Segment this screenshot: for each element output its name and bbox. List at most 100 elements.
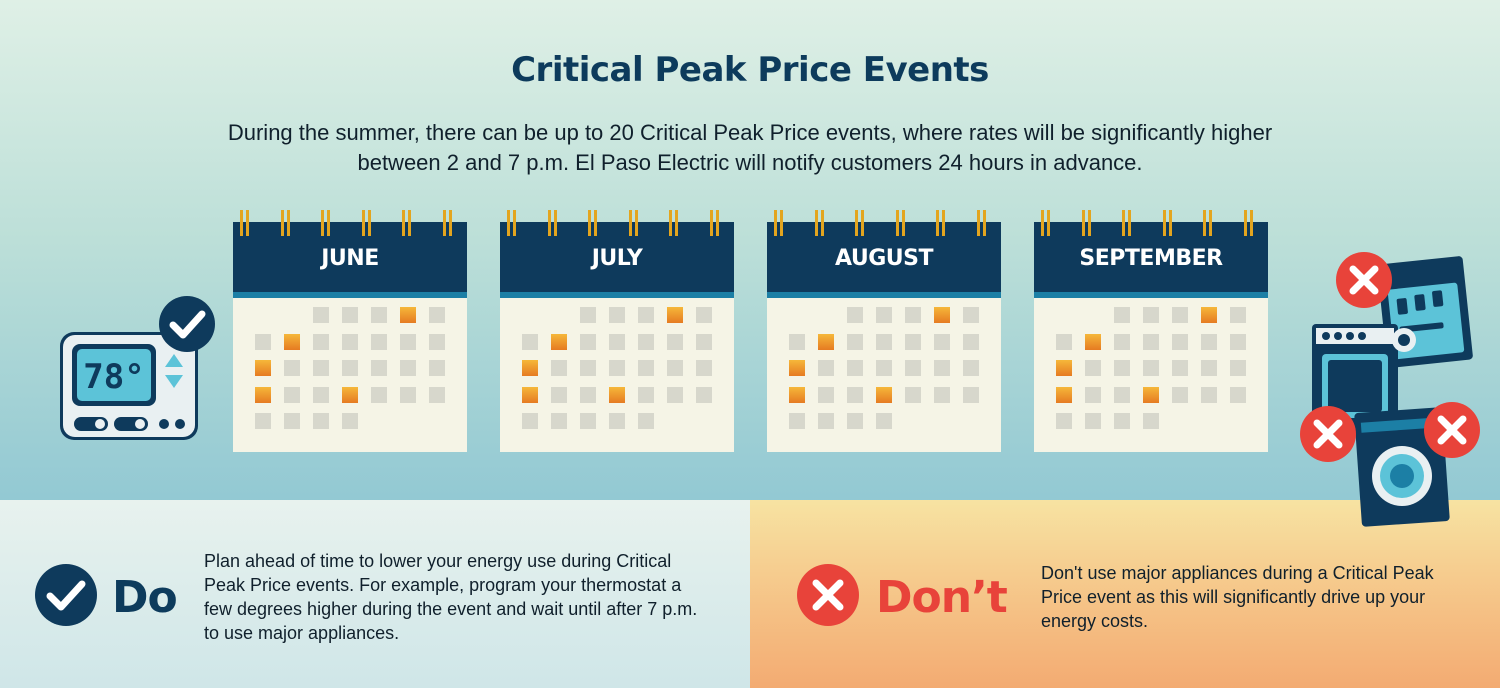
calendar-day [580, 333, 596, 350]
event-day [818, 333, 834, 350]
calendar-day [400, 360, 416, 376]
event-day [342, 386, 358, 403]
calendar-month: JULY [591, 246, 643, 271]
calendar-august: AUGUST [767, 210, 1001, 452]
event-day [255, 360, 271, 376]
calendar-month: JUNE [321, 246, 379, 271]
calendar-day [313, 413, 329, 429]
x-badge-icon [1424, 402, 1480, 458]
calendar-day [667, 333, 683, 350]
calendar-day [1201, 386, 1217, 403]
calendar-day [609, 333, 625, 350]
calendar-day [1143, 360, 1159, 376]
binder-ring [361, 210, 371, 236]
binder-ring [240, 210, 249, 236]
calendar-day [342, 360, 358, 376]
calendar-day [847, 413, 863, 429]
calendar-day [284, 360, 300, 376]
calendar-day [847, 333, 863, 350]
calendar-day [255, 333, 271, 350]
binder-ring [855, 210, 864, 236]
calendar-day [905, 307, 921, 323]
calendar-day [371, 386, 387, 403]
calendar-day [371, 333, 387, 350]
calendar-day [1201, 333, 1217, 350]
calendar-day [963, 386, 979, 403]
binder-ring [547, 210, 557, 236]
calendar-day [847, 386, 863, 403]
dont-panel [750, 500, 1500, 688]
dont-text: Don't use major appliances during a Crit… [1041, 563, 1434, 631]
calendar-day [313, 333, 329, 350]
do-panel [0, 500, 750, 688]
calendar-day [1172, 307, 1188, 323]
binder-ring [895, 210, 905, 236]
calendar-day [638, 360, 654, 376]
calendar-day [580, 386, 596, 403]
calendar-day [1230, 360, 1246, 376]
calendar-day [934, 360, 950, 376]
calendar-day [1172, 360, 1188, 376]
page-title: Critical Peak Price Events [511, 50, 989, 90]
calendar-day [580, 360, 596, 376]
x-badge-icon [1336, 252, 1392, 308]
calendar-day [522, 333, 538, 350]
event-day [400, 307, 416, 323]
event-day [789, 386, 805, 403]
calendar-day [1172, 386, 1188, 403]
calendar-day [255, 413, 271, 429]
binder-ring [1162, 210, 1172, 236]
calendar-grid [233, 298, 467, 452]
binder-ring [588, 210, 597, 236]
calendar-day [400, 386, 416, 403]
calendar-day [342, 333, 358, 350]
oven-icon [1312, 324, 1416, 428]
calendar-day [818, 386, 834, 403]
calendar-september: SEPTEMBER [1034, 210, 1268, 452]
event-day [1056, 360, 1072, 376]
calendar-day [905, 360, 921, 376]
binder-ring [628, 210, 638, 236]
calendar-day [1114, 333, 1130, 350]
event-day [934, 307, 950, 323]
calendar-day [696, 386, 712, 403]
calendar-day [963, 360, 979, 376]
calendar-day [1085, 386, 1101, 403]
binder-ring [1122, 210, 1131, 236]
event-day [876, 386, 892, 403]
binder-ring [976, 210, 986, 236]
calendar-day [1143, 413, 1159, 429]
calendar-day [1085, 360, 1101, 376]
calendar-day [847, 307, 863, 323]
calendar-header [767, 222, 1001, 298]
calendar-day [313, 386, 329, 403]
calendar-day [638, 333, 654, 350]
calendar-day [371, 360, 387, 376]
calendar-day [1056, 333, 1072, 350]
calendar-day [429, 386, 445, 403]
calendar-day [876, 413, 892, 429]
calendar-day [667, 386, 683, 403]
dont-label: Don’t [876, 572, 1008, 623]
x-badge-icon [1300, 406, 1356, 462]
calendar-day [963, 307, 979, 323]
calendar-day [1172, 333, 1188, 350]
calendar-header [1034, 222, 1268, 298]
binder-ring [1203, 210, 1212, 236]
calendar-day [1114, 307, 1130, 323]
calendar-day [429, 307, 445, 323]
event-day [1085, 333, 1101, 350]
calendar-july: JULY [500, 210, 734, 452]
calendar-day [609, 413, 625, 429]
event-day [1201, 307, 1217, 323]
binder-ring [280, 210, 290, 236]
calendar-day [1230, 333, 1246, 350]
calendar-day [667, 360, 683, 376]
calendar-day [963, 333, 979, 350]
event-day [284, 333, 300, 350]
checkmark-icon [35, 564, 97, 626]
calendar-day [371, 307, 387, 323]
intro-line-1: During the summer, there can be up to 20… [227, 120, 1273, 145]
binder-ring [442, 210, 452, 236]
